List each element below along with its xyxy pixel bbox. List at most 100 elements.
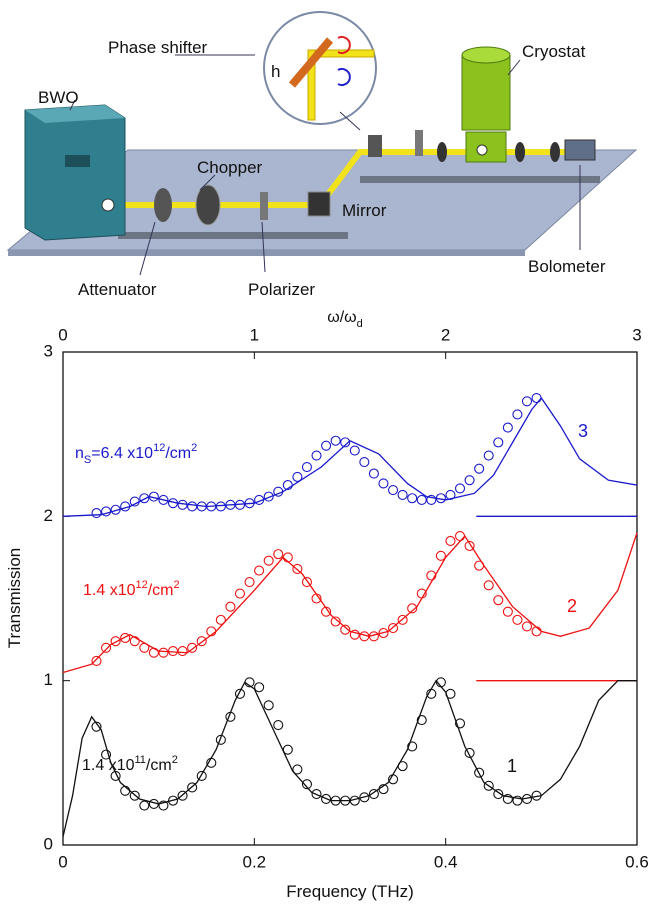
label: Cryostat [522, 42, 586, 61]
data-point [140, 494, 149, 503]
data-point [494, 596, 503, 605]
data-point [494, 438, 503, 447]
annotation-part: =6.4 x10 [91, 445, 153, 462]
data-point [389, 486, 398, 495]
data-point [379, 479, 388, 488]
annotation-part: S [84, 454, 91, 466]
data-point [331, 436, 340, 445]
data-point [216, 502, 225, 511]
curve-label: 2 [567, 596, 577, 616]
bwo-panel [65, 155, 90, 167]
data-point [522, 397, 531, 406]
label: Phase shifter [108, 38, 208, 57]
platform-edge [8, 250, 525, 256]
data-point [274, 550, 283, 559]
attenuator [154, 188, 172, 222]
x2-tick-label: 1 [250, 325, 259, 344]
label: Chopper [197, 158, 263, 177]
data-point [283, 745, 292, 754]
data-point [436, 551, 445, 560]
annotation-part: 1.4 x10 [83, 582, 136, 599]
data-point [322, 441, 331, 450]
curve-label: 1 [507, 756, 517, 776]
data-point [302, 463, 311, 472]
annotation-part: ω/ω [327, 309, 356, 326]
data-point [283, 553, 292, 562]
data-point [293, 472, 302, 481]
optic [515, 142, 525, 162]
data-point [503, 794, 512, 803]
label: Bolometer [528, 257, 606, 276]
data-point [350, 630, 359, 639]
chopper [196, 185, 220, 225]
annotation-part: 1.4 x10 [82, 757, 135, 774]
data-point [121, 786, 130, 795]
data-point [350, 446, 359, 455]
data-point [475, 464, 484, 473]
cryostat-top [462, 47, 510, 63]
data-point [255, 683, 264, 692]
data-point [398, 490, 407, 499]
annotation: 1.4 x1011/cm2 [82, 754, 178, 774]
y-axis-title: Transmission [5, 548, 24, 648]
data-point [360, 458, 369, 467]
rail [118, 232, 348, 239]
data-point [140, 643, 149, 652]
annotation-part: 11 [134, 754, 145, 766]
data-point [503, 607, 512, 616]
polarizer [260, 192, 268, 220]
cryostat-body [462, 55, 510, 130]
annotation-part: /cm [148, 582, 174, 599]
data-point [293, 765, 302, 774]
data-point [149, 648, 158, 657]
annotation: ω/ωd [327, 309, 363, 330]
annotation-part: 2 [174, 579, 180, 591]
data-point [102, 507, 111, 516]
data-point [235, 589, 244, 598]
annotation: 1.4 x1012/cm2 [83, 579, 180, 599]
data-point [102, 643, 111, 652]
bwo-port [102, 199, 114, 211]
y-tick-label: 2 [44, 506, 53, 525]
y-tick-label: 3 [44, 341, 53, 360]
data-point [226, 602, 235, 611]
label: BWO [38, 88, 79, 107]
bwo-box [25, 105, 125, 240]
x-tick-label: 0.6 [625, 852, 649, 871]
data-point [446, 490, 455, 499]
inset [264, 12, 376, 124]
data-point [92, 656, 101, 665]
y-tick-label: 1 [44, 670, 53, 689]
data-point [398, 762, 407, 771]
data-point [532, 394, 541, 403]
x-tick-label: 0.4 [434, 852, 458, 871]
optic [368, 135, 382, 157]
data-point [446, 689, 455, 698]
x2-tick-label: 3 [632, 325, 641, 344]
mirror [308, 192, 330, 216]
label: Polarizer [248, 280, 315, 299]
annotation-part: 12 [153, 442, 165, 454]
optic [550, 142, 560, 162]
data-point [312, 451, 321, 460]
data-point [456, 484, 465, 493]
annotation-part: d [357, 318, 363, 330]
data-point [513, 615, 522, 624]
data-point [456, 532, 465, 541]
data-point [197, 637, 206, 646]
annotation-part: /cm [165, 445, 191, 462]
label: Mirror [342, 201, 387, 220]
data-point [475, 561, 484, 570]
data-point [255, 566, 264, 575]
data-point [274, 721, 283, 730]
data-point [188, 502, 197, 511]
x2-tick-label: 0 [58, 325, 67, 344]
data-point [522, 622, 531, 631]
data-point [513, 410, 522, 419]
data-point [302, 578, 311, 587]
data-point [111, 637, 120, 646]
annotation-part: 12 [135, 579, 147, 591]
annotation-part: 2 [191, 442, 197, 454]
annotation-part: /cm [146, 757, 172, 774]
data-point [140, 801, 149, 810]
